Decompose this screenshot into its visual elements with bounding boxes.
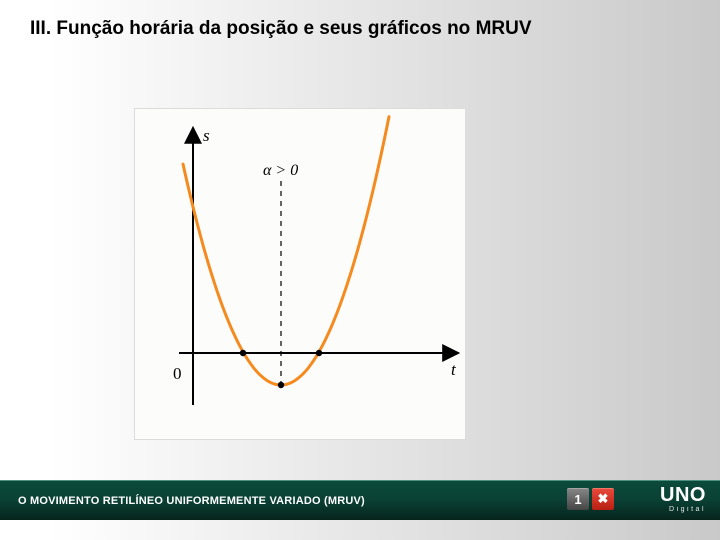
footer-bar: O MOVIMENTO RETILÍNEO UNIFORMEMENTE VARI… [0,480,720,520]
footer-text: O MOVIMENTO RETILÍNEO UNIFORMEMENTE VARI… [0,495,365,507]
svg-text:α > 0: α > 0 [263,162,298,179]
brand-logo-sub: Digital [660,506,706,513]
svg-text:s: s [203,126,210,145]
svg-text:0: 0 [173,364,182,383]
slide: III. Função horária da posição e seus gr… [0,0,720,540]
brand-logo: UNO Digital [660,485,706,513]
badge-page[interactable]: 1 [567,488,589,510]
svg-text:t: t [451,360,457,379]
brand-logo-main: UNO [660,485,706,505]
parabola-chart: s t 0 α > 0 [141,115,461,435]
slide-title: III. Função horária da posição e seus gr… [30,16,670,42]
footer-badges: 1 ✖ [567,488,614,510]
close-icon[interactable]: ✖ [592,488,614,510]
chart-frame: s t 0 α > 0 [134,108,466,440]
